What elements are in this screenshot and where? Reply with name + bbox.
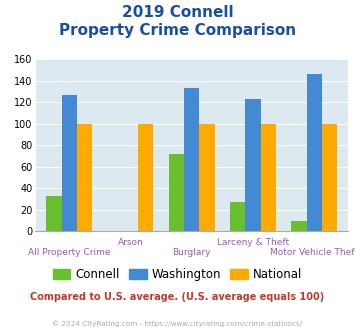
- Bar: [138, 124, 153, 231]
- Bar: [46, 196, 61, 231]
- Bar: [245, 99, 261, 231]
- Bar: [291, 221, 307, 231]
- Text: Compared to U.S. average. (U.S. average equals 100): Compared to U.S. average. (U.S. average …: [31, 292, 324, 302]
- Text: Burglary: Burglary: [173, 248, 211, 257]
- Text: Motor Vehicle Theft: Motor Vehicle Theft: [270, 248, 355, 257]
- Text: Larceny & Theft: Larceny & Theft: [217, 238, 289, 247]
- Legend: Connell, Washington, National: Connell, Washington, National: [48, 263, 307, 286]
- Text: Arson: Arson: [118, 238, 143, 247]
- Bar: [200, 124, 215, 231]
- Text: All Property Crime: All Property Crime: [28, 248, 110, 257]
- Bar: [169, 154, 184, 231]
- Bar: [77, 124, 92, 231]
- Bar: [261, 124, 276, 231]
- Bar: [307, 74, 322, 231]
- Text: © 2024 CityRating.com - https://www.cityrating.com/crime-statistics/: © 2024 CityRating.com - https://www.city…: [53, 321, 302, 327]
- Bar: [61, 95, 77, 231]
- Bar: [230, 202, 245, 231]
- Text: Property Crime Comparison: Property Crime Comparison: [59, 23, 296, 38]
- Text: 2019 Connell: 2019 Connell: [122, 5, 233, 20]
- Bar: [322, 124, 337, 231]
- Bar: [184, 88, 200, 231]
